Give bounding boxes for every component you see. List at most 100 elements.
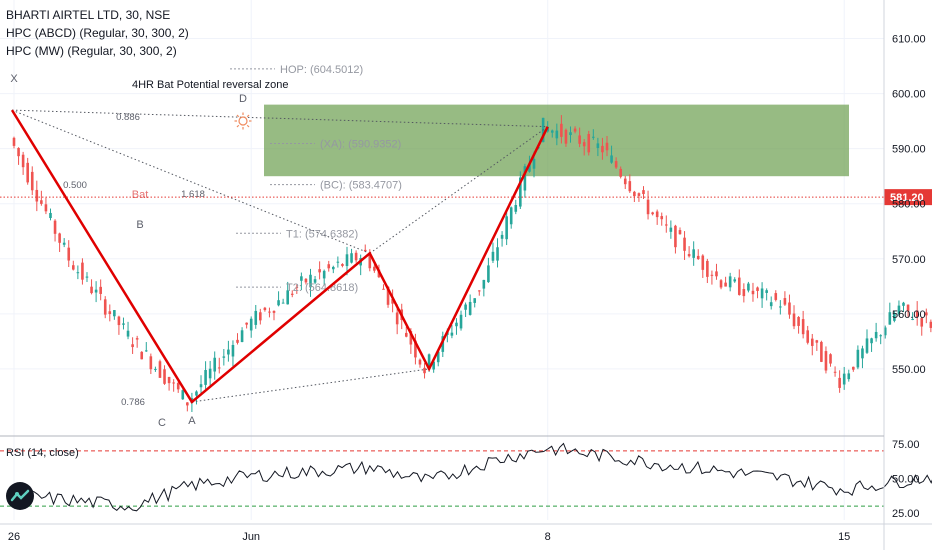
candle-body xyxy=(26,162,29,183)
candle-body xyxy=(893,313,896,321)
candle-body xyxy=(432,361,435,370)
candle-body xyxy=(660,216,664,220)
candle-body xyxy=(587,133,591,153)
candle-body xyxy=(902,302,905,306)
candle-body xyxy=(810,338,814,346)
candle-body xyxy=(44,204,48,212)
candle-body xyxy=(12,137,16,146)
candle-body xyxy=(58,233,61,243)
candle-body xyxy=(792,313,796,327)
candle-body xyxy=(176,382,180,390)
candle-body xyxy=(678,230,682,235)
candle-body xyxy=(245,322,248,325)
candle-body xyxy=(573,128,577,132)
level-label: T1: (574.6382) xyxy=(286,228,358,240)
last-price-label: 581.20 xyxy=(890,192,924,204)
pattern-ratio-label: 1.618 xyxy=(181,189,205,200)
candle-body xyxy=(459,314,463,329)
candle-body xyxy=(701,255,705,270)
candle-body xyxy=(560,123,563,137)
candle-body xyxy=(167,376,171,384)
candle-body xyxy=(829,354,832,364)
candle-body xyxy=(710,274,714,276)
candle-body xyxy=(674,225,677,248)
candle-body xyxy=(879,335,882,337)
pattern-point-label: D xyxy=(239,93,247,105)
candle-body xyxy=(108,311,112,315)
candle-body xyxy=(295,286,299,288)
candle-body xyxy=(897,305,901,315)
candle-body xyxy=(906,304,910,311)
candle-body xyxy=(747,283,750,291)
pattern-name-label: Bat xyxy=(132,189,149,201)
candle-body xyxy=(30,171,34,191)
pattern-ratio-label: 0.500 xyxy=(63,180,87,191)
candle-body xyxy=(427,354,431,369)
candle-body xyxy=(651,212,654,215)
y-tick-label: 570.00 xyxy=(892,254,926,266)
candle-body xyxy=(158,361,162,378)
candle-body xyxy=(85,276,89,278)
candle-body xyxy=(847,373,851,380)
candle-body xyxy=(852,366,855,370)
candle-body xyxy=(350,253,353,263)
candle-body xyxy=(820,341,823,362)
candle-body xyxy=(797,317,800,326)
candle-body xyxy=(482,279,486,289)
candlestick-series xyxy=(12,115,932,413)
candle-body xyxy=(204,370,207,385)
candle-body xyxy=(103,299,107,315)
x-tick-label: 8 xyxy=(545,531,551,543)
candle-body xyxy=(769,302,773,307)
candle-body xyxy=(870,338,873,344)
candle-body xyxy=(815,340,819,343)
sun-icon xyxy=(234,112,252,130)
candle-body xyxy=(414,340,417,358)
candle-body xyxy=(765,290,768,293)
candle-body xyxy=(582,142,586,147)
candle-body xyxy=(861,348,864,359)
candle-body xyxy=(760,288,764,299)
candle-body xyxy=(550,130,554,133)
candle-body xyxy=(646,199,650,215)
candle-body xyxy=(925,312,928,316)
candle-body xyxy=(395,312,399,325)
candle-body xyxy=(186,402,189,406)
candle-body xyxy=(345,254,349,267)
candle-body xyxy=(500,234,504,239)
sun-icon-ray xyxy=(236,124,240,128)
candle-body xyxy=(313,279,317,283)
candle-body xyxy=(236,339,239,343)
indicator-line-1: HPC (ABCD) (Regular, 30, 300, 2) xyxy=(6,26,189,40)
rsi-line xyxy=(13,442,932,512)
candle-body xyxy=(149,356,153,370)
candle-body xyxy=(404,332,408,337)
candle-body xyxy=(468,301,472,315)
candle-body xyxy=(779,306,782,308)
candle-body xyxy=(126,330,130,337)
tradingview-logo-icon[interactable] xyxy=(6,482,34,510)
candle-body xyxy=(532,158,536,169)
pattern-point-label: B xyxy=(136,219,143,231)
rsi-title: RSI (14, close) xyxy=(6,447,79,459)
candle-body xyxy=(687,254,691,257)
x-tick-label: 26 xyxy=(8,531,20,543)
candle-body xyxy=(865,338,869,353)
candle-body xyxy=(300,276,303,281)
candle-body xyxy=(806,330,810,343)
candle-body xyxy=(135,338,139,340)
candle-body xyxy=(487,265,490,283)
pattern-point-label: C xyxy=(158,417,166,429)
y-tick-label: 580.00 xyxy=(892,199,926,211)
candle-body xyxy=(756,287,759,291)
level-label: HOP: (604.5012) xyxy=(280,64,363,76)
candle-body xyxy=(842,373,846,385)
candle-body xyxy=(788,302,791,315)
candle-body xyxy=(528,164,531,172)
candle-body xyxy=(341,264,344,266)
candle-body xyxy=(436,351,440,363)
rsi-panel: RSI (14, close) xyxy=(0,442,932,512)
y-tick-label: 600.00 xyxy=(892,89,926,101)
